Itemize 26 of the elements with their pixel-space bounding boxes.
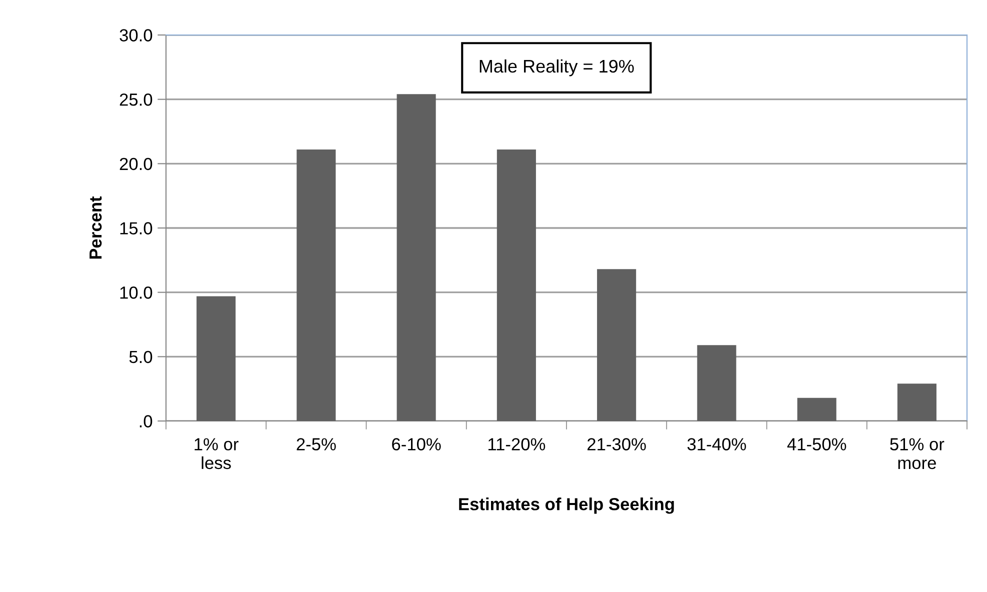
bar — [496, 150, 536, 421]
y-tick-label: 15.0 — [120, 222, 152, 234]
x-tick-label: 41-50% — [787, 438, 846, 450]
y-tick-label: 30.0 — [120, 29, 152, 42]
x-tick-label: 6-10% — [392, 438, 441, 450]
bar — [897, 384, 936, 421]
y-axis-title: Percent — [90, 196, 102, 259]
x-tick-label: 11-20% — [488, 438, 546, 450]
annotation: Male Reality = 19% — [480, 59, 634, 76]
y-tick-label: 25.0 — [120, 94, 152, 106]
bar — [797, 398, 836, 421]
y-tick-label: 20.0 — [120, 158, 152, 170]
bar — [697, 345, 736, 421]
x-tick-label: 51% or more — [890, 438, 944, 470]
y-tick-label: 10.0 — [120, 286, 152, 299]
x-tick-label: 1% or less — [194, 438, 238, 470]
x-tick-label: 2-5% — [296, 438, 336, 450]
bar — [296, 150, 336, 421]
x-tick-label: 31-40% — [687, 438, 746, 450]
y-tick-label: 5.0 — [129, 350, 152, 364]
y-tick-label: .0 — [140, 415, 152, 428]
bar — [396, 94, 436, 421]
bar — [597, 269, 636, 421]
bar — [196, 296, 236, 421]
x-tick-label: 21-30% — [588, 438, 646, 450]
x-axis-title: Estimates of Help Seeking — [459, 498, 674, 514]
